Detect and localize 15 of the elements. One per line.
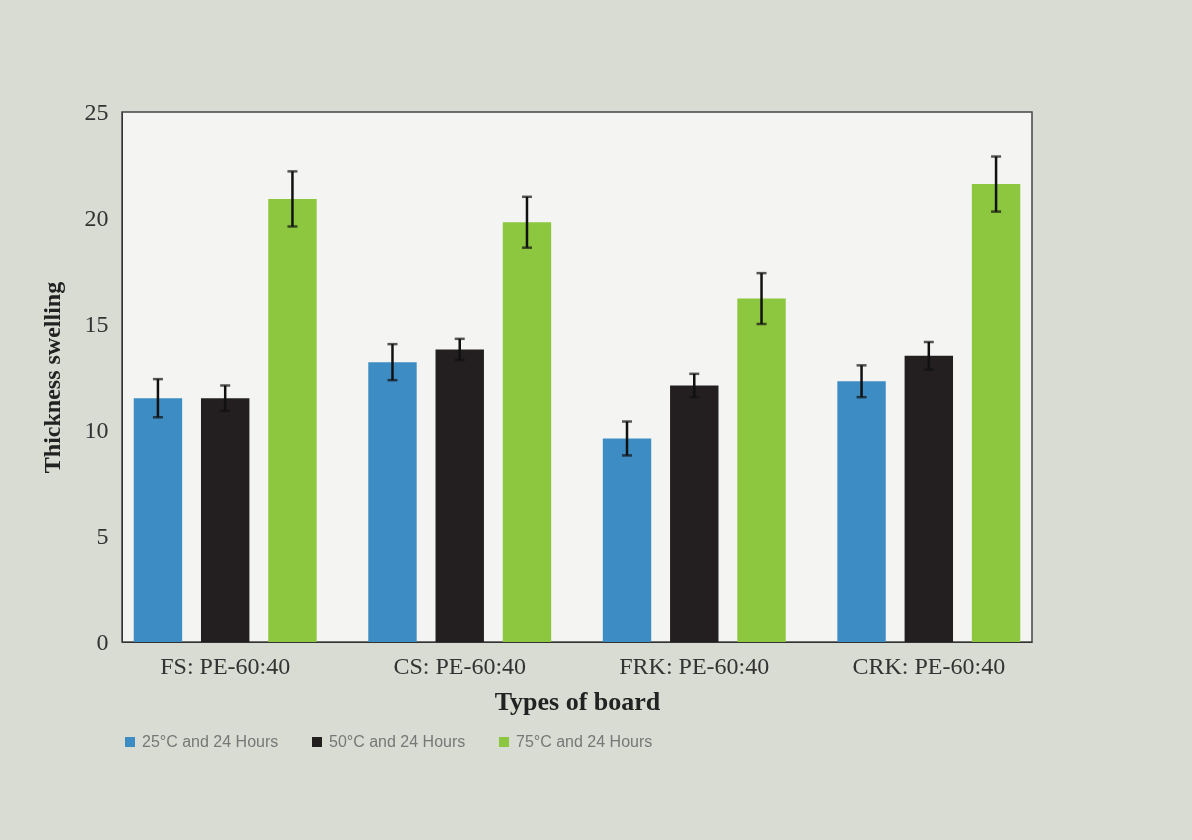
legend-label: 75°C and 24 Hours bbox=[516, 733, 653, 750]
y-tick-label: 20 bbox=[84, 204, 109, 231]
x-axis-title: Types of board bbox=[494, 686, 661, 716]
legend-label: 25°C and 24 Hours bbox=[142, 733, 279, 750]
y-tick-label: 25 bbox=[84, 98, 109, 125]
x-tick-label: CRK: PE-60:40 bbox=[852, 652, 1006, 679]
legend-label: 50°C and 24 Hours bbox=[329, 733, 466, 750]
y-axis-title: Thickness swelling bbox=[38, 281, 65, 474]
y-tick-label: 5 bbox=[96, 522, 109, 549]
x-tick-label: FRK: PE-60:40 bbox=[619, 652, 770, 679]
y-tick-label: 10 bbox=[84, 416, 109, 443]
y-tick-label: 0 bbox=[96, 628, 109, 655]
y-tick-label: 15 bbox=[84, 310, 109, 337]
x-tick-label: CS: PE-60:40 bbox=[393, 652, 527, 679]
x-tick-label: FS: PE-60:40 bbox=[160, 652, 291, 679]
